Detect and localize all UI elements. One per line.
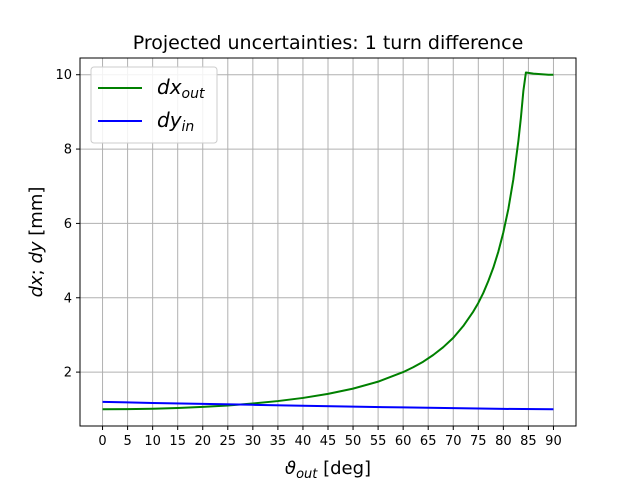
y-axis-label-a: dx [26,275,47,297]
x-tick-label: 60 [395,434,412,449]
x-tick-label: 90 [545,434,562,449]
x-tick-label: 5 [123,434,131,449]
x-axis-ticks: 0 5 10 15 20 25 30 35 40 45 50 55 60 65 70 75 80 85 90 [98,426,562,449]
chart-title: Projected uncertainties: 1 turn differen… [133,32,524,54]
series-lines [102,71,554,411]
legend: dxout dyin [90,66,218,144]
x-axis-label-main: ϑ [285,458,296,479]
x-tick-label: 80 [495,434,512,449]
x-tick-label: 10 [144,434,161,449]
x-axis-label: ϑout [deg] [285,458,371,480]
series-line-dy-in [102,400,554,411]
legend-label-dy-in-sub: in [182,119,195,135]
x-tick-label: 50 [345,434,362,449]
x-tick-label: 40 [295,434,312,449]
series-line-dx-out [102,71,554,411]
y-tick-label: 4 [64,291,72,306]
y-axis-ticks: 2 4 6 8 10 [55,68,80,381]
x-axis-label-sub: out [296,467,318,480]
x-tick-label: 75 [470,434,487,449]
x-tick-label: 85 [520,434,537,449]
legend-label-dx-out: dxout [157,75,205,102]
y-tick-label: 6 [64,217,72,232]
y-axis-label-b: dy [26,241,47,263]
x-tick-label: 65 [420,434,437,449]
legend-label-dx-out-main: dx [157,75,182,99]
x-tick-label: 20 [194,434,211,449]
x-tick-label: 0 [98,434,106,449]
x-tick-label: 15 [169,434,186,449]
y-axis-label-sep: ; [26,264,47,276]
x-tick-label: 25 [220,434,237,449]
x-tick-label: 70 [445,434,462,449]
legend-box [90,66,218,144]
y-tick-label: 2 [64,366,72,381]
x-tick-label: 35 [270,434,287,449]
y-axis-label-unit: [mm] [26,187,47,242]
y-axis-label: dx; dy [mm] [26,187,47,298]
x-tick-label: 55 [370,434,387,449]
legend-label-dy-in: dyin [157,108,194,135]
y-tick-label: 10 [55,68,72,83]
y-tick-label: 8 [64,143,72,158]
x-tick-label: 30 [245,434,262,449]
legend-label-dx-out-sub: out [182,86,205,102]
x-tick-label: 45 [320,434,337,449]
legend-label-dy-in-main: dy [157,108,183,132]
x-axis-label-unit: [deg] [317,458,371,479]
